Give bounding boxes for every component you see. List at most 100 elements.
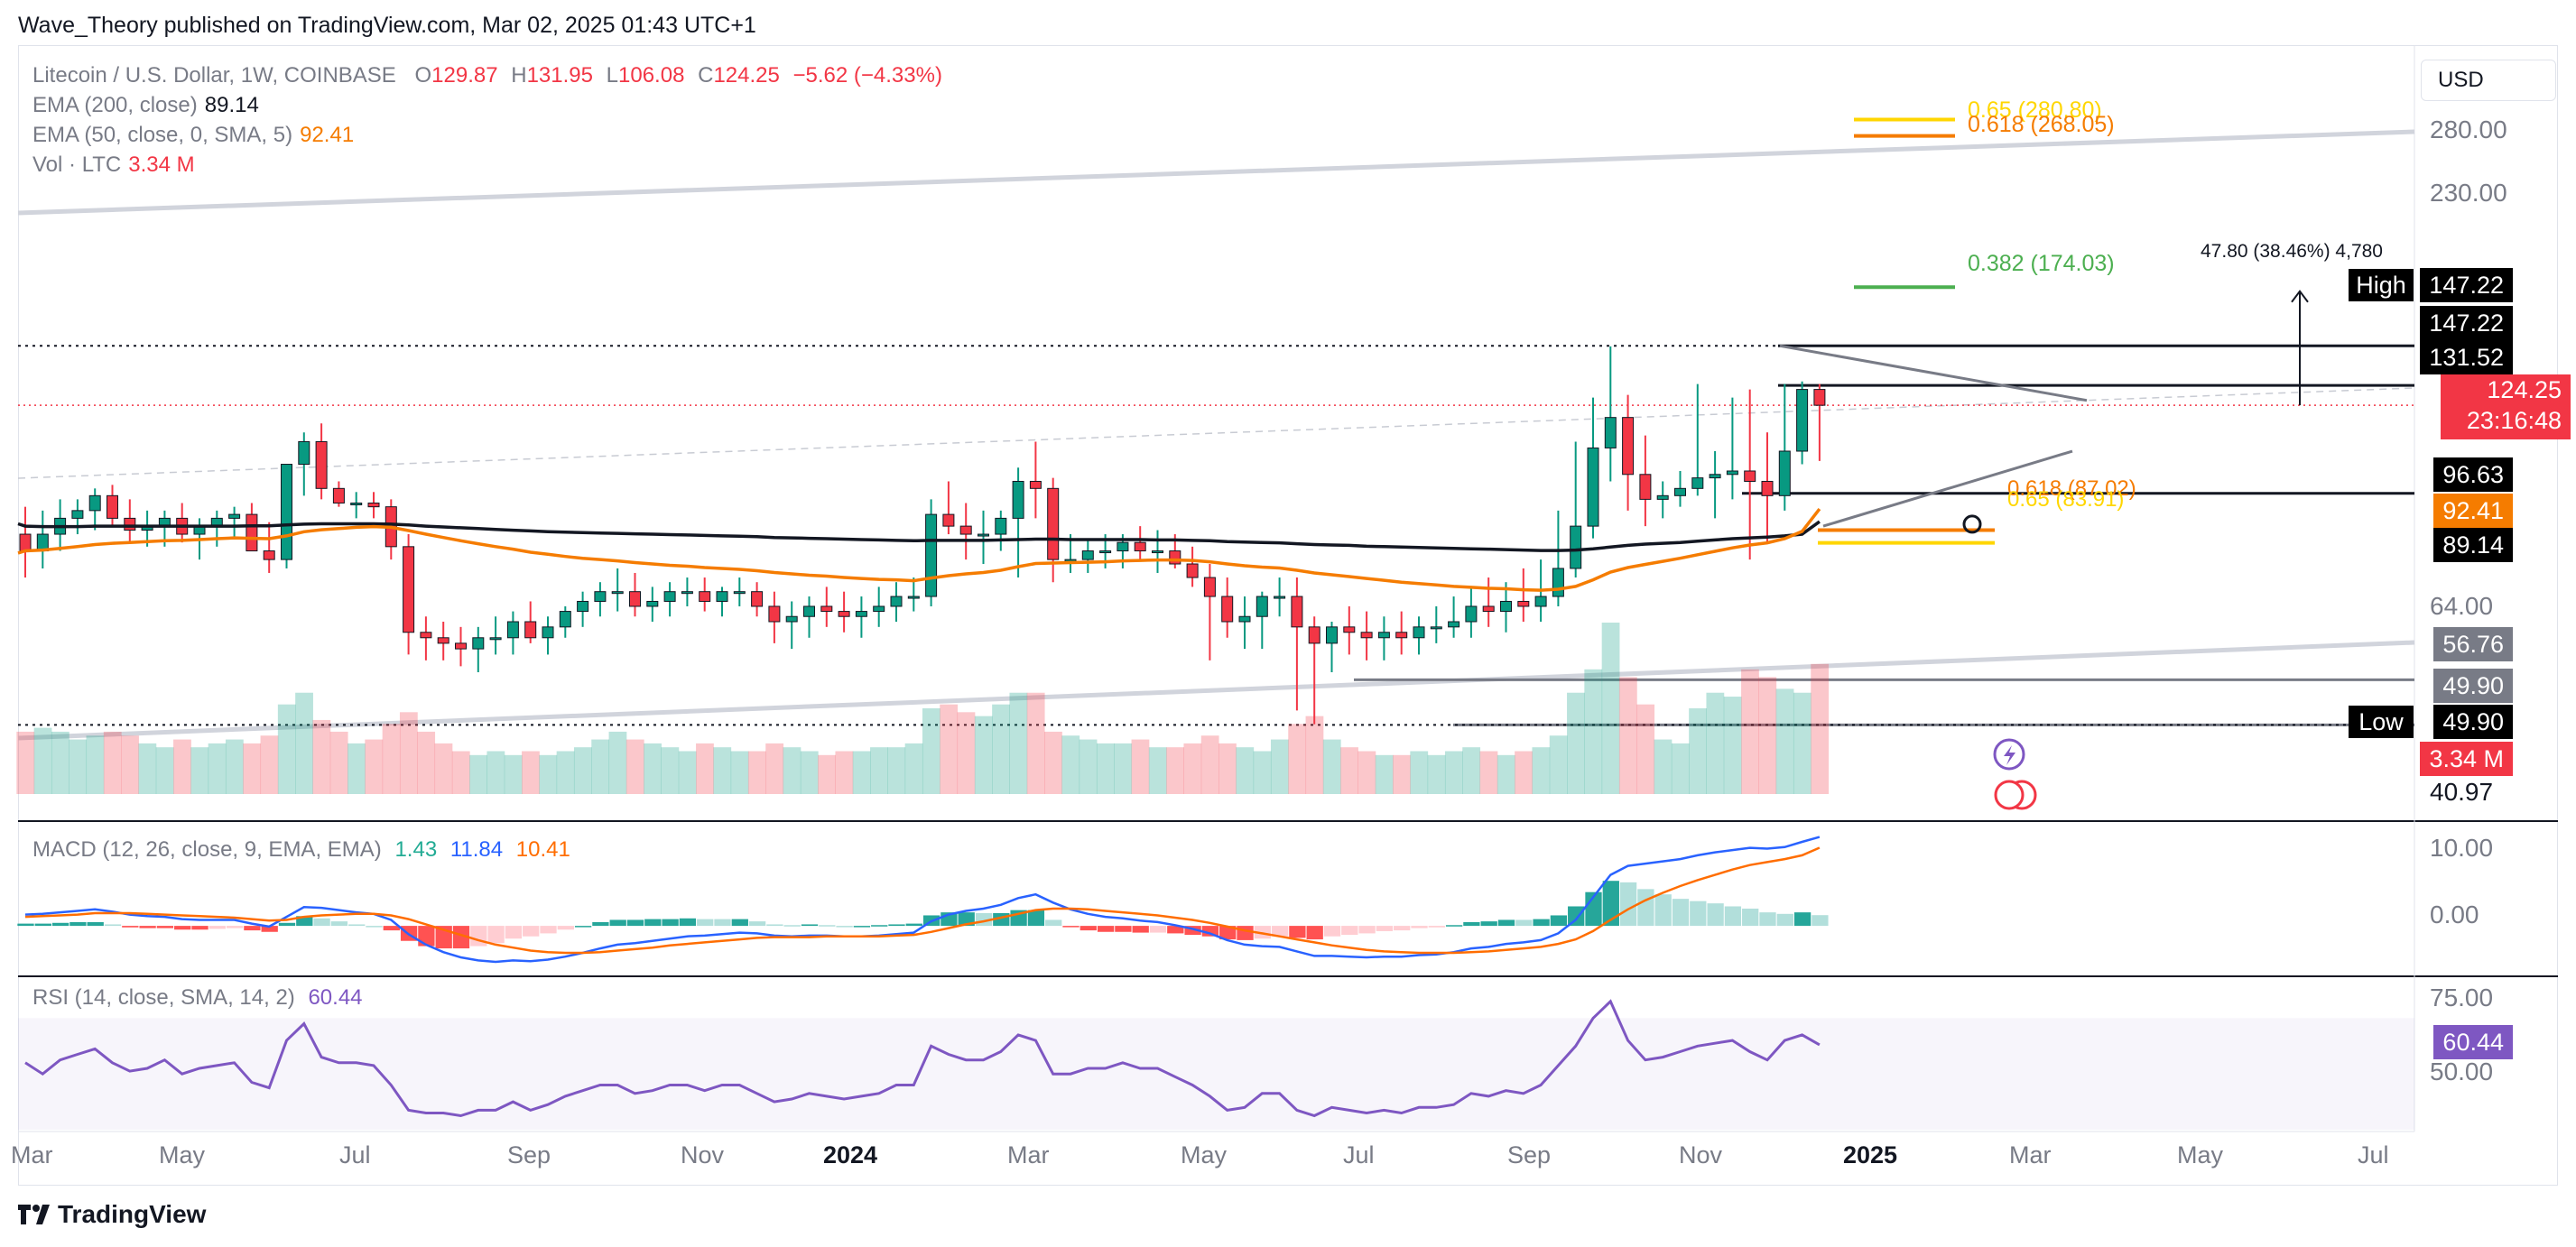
macd-histogram-bar bbox=[313, 918, 330, 927]
candle-body bbox=[1796, 389, 1809, 452]
rsi-legend[interactable]: RSI (14, close, SMA, 14, 2) 60.44 bbox=[32, 985, 363, 1010]
candle-body bbox=[455, 642, 467, 650]
candle-body bbox=[367, 503, 380, 508]
candle-body bbox=[1517, 600, 1530, 607]
fib-0618-low-label: 0.618 (87.02) bbox=[2007, 476, 2136, 501]
candle-body bbox=[768, 605, 781, 623]
volume-legend[interactable]: Vol · LTC 3.34 M bbox=[32, 152, 195, 177]
time-axis-label: Jul bbox=[1343, 1141, 1375, 1168]
ema200-legend[interactable]: EMA (200, close) 89.14 bbox=[32, 93, 259, 117]
volume-area bbox=[103, 731, 122, 794]
candle-body bbox=[1709, 474, 1721, 479]
candle-body bbox=[1813, 389, 1826, 406]
macd-histogram-bar bbox=[836, 926, 853, 928]
candle-body bbox=[1534, 596, 1547, 607]
candle-body bbox=[1221, 596, 1234, 623]
macd-histogram-bar bbox=[278, 922, 296, 927]
candle-body bbox=[1169, 550, 1181, 565]
volume-area bbox=[504, 754, 523, 794]
candle-body bbox=[124, 517, 136, 531]
macd-histogram-bar bbox=[174, 926, 191, 930]
volume-area bbox=[922, 708, 941, 794]
candle-body bbox=[1430, 626, 1442, 630]
candle-body bbox=[1238, 615, 1251, 623]
volume-area bbox=[522, 751, 540, 794]
macd-signal-value: 10.41 bbox=[515, 837, 570, 862]
volume-area bbox=[1601, 623, 1620, 794]
macd-histogram-bar bbox=[244, 926, 261, 931]
tradingview-logo[interactable]: TradingView bbox=[18, 1200, 206, 1229]
bar-countdown: 23:16:48 bbox=[2466, 407, 2562, 434]
volume-area bbox=[1811, 663, 1830, 794]
volume-area bbox=[713, 747, 732, 794]
volume-area bbox=[312, 719, 331, 794]
candle-body bbox=[611, 591, 624, 595]
ema50-legend[interactable]: EMA (50, close, 0, SMA, 5) 92.41 bbox=[32, 123, 355, 147]
low-value: 106.08 bbox=[618, 63, 685, 88]
candle-body bbox=[107, 494, 118, 519]
candle-body bbox=[803, 605, 815, 617]
volume-area bbox=[818, 754, 836, 794]
currency-button[interactable]: USD bbox=[2421, 60, 2556, 101]
macd-histogram-bar bbox=[1707, 903, 1724, 927]
candle-body bbox=[594, 591, 607, 602]
fib-065-low-label: 0.65 (83.91) bbox=[2007, 487, 2125, 512]
volume-area bbox=[1706, 692, 1725, 794]
candle-body bbox=[315, 440, 328, 489]
dashed-trend-line bbox=[17, 387, 2415, 479]
macd-histogram-bar bbox=[366, 926, 383, 928]
candle-body bbox=[472, 637, 485, 650]
macd-histogram-bar bbox=[1690, 901, 1707, 927]
volume-area bbox=[1567, 692, 1585, 794]
time-axis-label: Sep bbox=[507, 1141, 551, 1168]
macd-histogram-bar bbox=[1568, 906, 1585, 927]
candle-body bbox=[716, 591, 728, 602]
volume-area bbox=[1410, 751, 1429, 794]
macd-histogram-bar bbox=[1027, 910, 1045, 927]
triangle-lower-line bbox=[1822, 449, 2073, 528]
volume-area bbox=[486, 751, 505, 794]
fib-065-top-label: 0.65 (280.80) bbox=[1968, 97, 2102, 123]
macd-histogram-bar bbox=[679, 918, 697, 927]
volume-area bbox=[1253, 751, 1272, 794]
macd-axis-label: 10.00 bbox=[2430, 834, 2494, 862]
main-legend: Litecoin / U.S. Dollar, 1W, COINBASE O12… bbox=[32, 63, 942, 88]
volume-area bbox=[870, 747, 888, 794]
macd-histogram-bar bbox=[714, 919, 731, 927]
us-flag-icon bbox=[1994, 780, 2025, 810]
volume-area bbox=[225, 739, 244, 794]
price-axis-label: 230.00 bbox=[2430, 179, 2507, 207]
macd-legend[interactable]: MACD (12, 26, close, 9, EMA, EMA) 1.43 1… bbox=[32, 837, 570, 862]
candle-body bbox=[1482, 605, 1495, 613]
candle-body bbox=[838, 611, 850, 617]
macd-histogram-bar bbox=[731, 919, 748, 927]
time-axis-label: Sep bbox=[1507, 1141, 1552, 1168]
macd-histogram-bar bbox=[383, 926, 400, 931]
macd-histogram-bar bbox=[766, 924, 783, 927]
volume-area bbox=[1741, 669, 1759, 794]
volume-area bbox=[974, 716, 993, 794]
macd-histogram-bar bbox=[1062, 926, 1080, 928]
macd-histogram-bar bbox=[1533, 919, 1550, 927]
candle-body bbox=[646, 600, 659, 607]
macd-histogram-bar bbox=[296, 916, 313, 927]
macd-histogram-bar bbox=[644, 919, 662, 927]
macd-line bbox=[24, 836, 1821, 964]
ema200-legend-value: 89.14 bbox=[204, 93, 259, 117]
volume-area bbox=[835, 751, 854, 794]
time-axis-label: 2025 bbox=[1843, 1141, 1898, 1168]
macd-histogram-bar bbox=[1306, 926, 1323, 940]
macd-histogram-bar bbox=[1341, 926, 1358, 936]
candle-body bbox=[298, 440, 310, 466]
macd-histogram-bar bbox=[783, 925, 801, 927]
macd-histogram-bar bbox=[1637, 889, 1654, 927]
candle-body bbox=[873, 605, 885, 613]
macd-histogram-bar bbox=[1184, 926, 1201, 936]
lower-channel-line bbox=[17, 640, 2415, 741]
macd-histogram-bar bbox=[1219, 926, 1237, 940]
candle-body bbox=[1778, 450, 1791, 496]
time-axis-label: 2024 bbox=[823, 1141, 878, 1168]
candle-body bbox=[1604, 417, 1617, 448]
volume-area bbox=[1009, 692, 1028, 794]
